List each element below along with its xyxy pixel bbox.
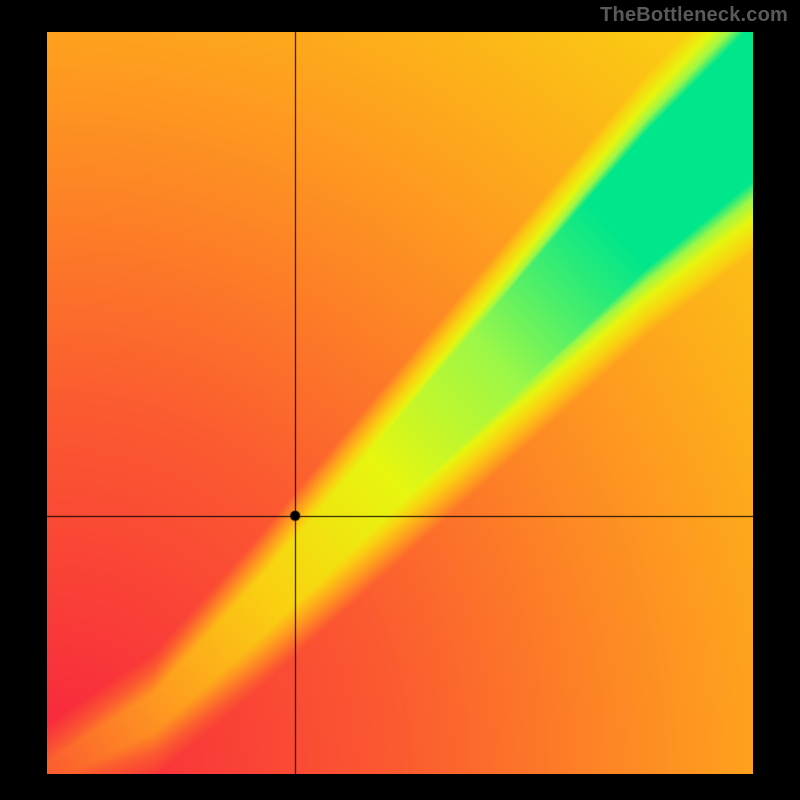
heatmap-plot bbox=[47, 32, 753, 774]
attribution-label: TheBottleneck.com bbox=[600, 4, 788, 27]
heatmap-canvas bbox=[47, 32, 753, 774]
chart-container: TheBottleneck.com bbox=[0, 0, 800, 800]
